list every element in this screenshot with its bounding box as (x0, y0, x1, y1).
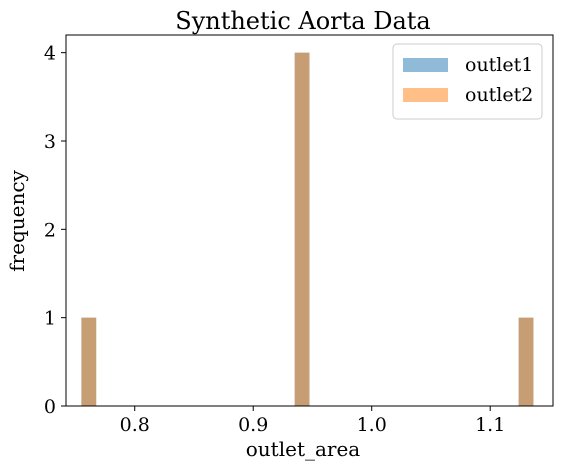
legend: outlet1 outlet2 (392, 43, 543, 120)
x-tick-label: 0.9 (238, 414, 268, 436)
y-tick-label: 1 (44, 308, 56, 330)
y-tick-label: 3 (44, 131, 56, 153)
x-axis-ticks: 0.8 0.9 1.0 1.1 (120, 406, 505, 436)
y-axis-ticks: 0 1 2 3 4 (44, 43, 66, 418)
y-tick-label: 0 (44, 396, 56, 418)
x-axis-label: outlet_area (246, 437, 361, 461)
x-tick-label: 1.0 (357, 414, 387, 436)
x-tick-label: 0.8 (120, 414, 150, 436)
histogram-bar-outlet2-1 (294, 52, 310, 407)
y-axis-label: frequency (5, 169, 29, 271)
bars-layer (81, 52, 534, 407)
legend-label-outlet1: outlet1 (465, 54, 533, 76)
legend-items: outlet1 outlet2 (403, 54, 533, 106)
y-tick-label: 4 (44, 43, 56, 65)
chart-title: Synthetic Aorta Data (175, 7, 431, 35)
histogram-bar-outlet2-2 (518, 317, 534, 406)
histogram-bar-outlet2-0 (81, 317, 97, 406)
y-tick-label: 2 (44, 219, 56, 241)
legend-label-outlet2: outlet2 (465, 84, 533, 106)
plot-frame (65, 34, 554, 407)
x-tick-label: 1.1 (475, 414, 505, 436)
legend-swatch-outlet2 (403, 88, 448, 102)
legend-swatch-outlet1 (403, 58, 448, 72)
plot-area (65, 34, 554, 407)
